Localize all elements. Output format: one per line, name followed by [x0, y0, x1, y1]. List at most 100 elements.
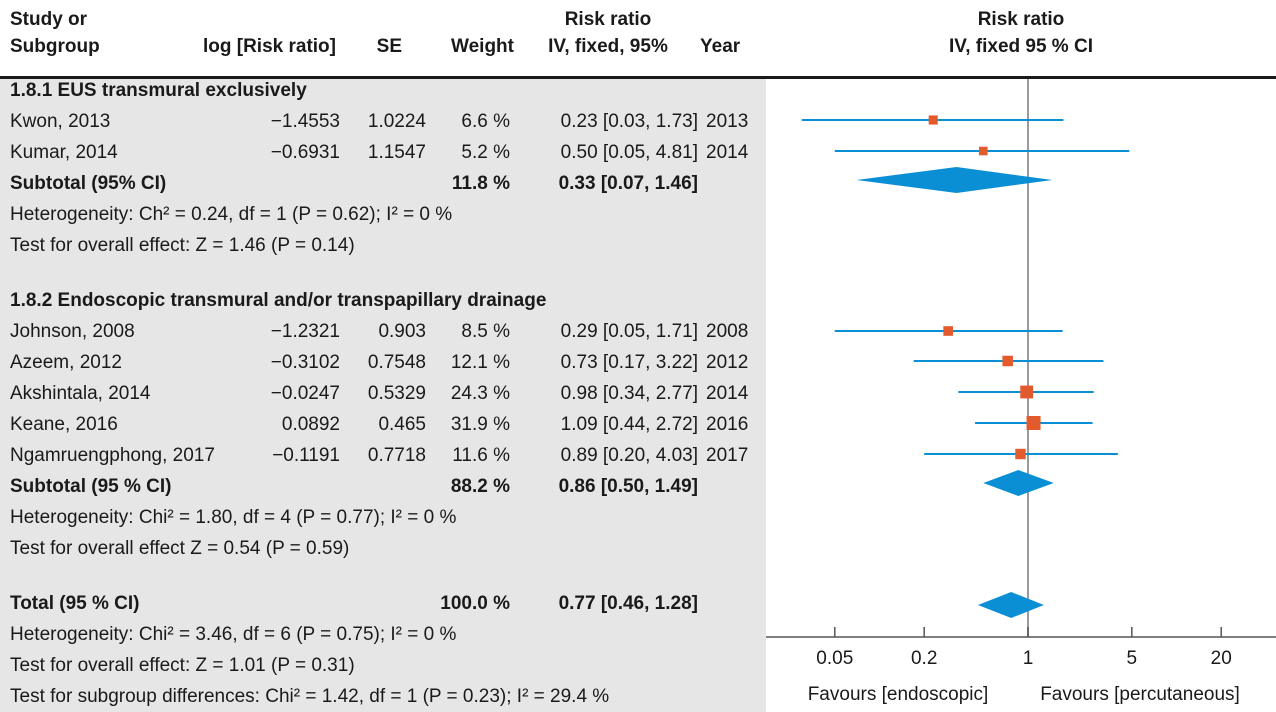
table-row: Johnson, 2008 −1.2321 0.903 8.5 % 0.29 […	[0, 316, 766, 347]
subtotal-weight: 11.8 %	[451, 173, 510, 194]
study-ci: 0.89 [0.20, 4.03]	[560, 445, 698, 466]
total-overall-effect-text: Test for overall effect: Z = 1.01 (P = 0…	[10, 655, 355, 676]
total-row: Total (95 % CI) 100.0 % 0.77 [0.46, 1.28…	[0, 588, 766, 619]
group-title: 1.8.1 EUS transmural exclusively	[0, 75, 766, 106]
forest-plot: 0.05 0.2 1 5 20 Favours [endoscopic] Favours […	[766, 79, 1276, 705]
subgroup-differences-text: Test for subgroup differences: Chi² = 1.…	[10, 686, 610, 707]
summary-diamond	[856, 167, 1053, 193]
effect-square	[1015, 448, 1026, 460]
study-ci: 0.23 [0.03, 1.73]	[560, 111, 698, 132]
header-rule	[0, 76, 1276, 79]
header-study-line2: Subgroup	[10, 36, 100, 57]
heterogeneity-text: Heterogeneity: Chi² = 1.80, df = 4 (P = …	[10, 507, 457, 528]
overall-effect-text: Test for overall effect: Z = 1.46 (P = 0…	[10, 235, 355, 256]
study-name: Azeem, 2012	[10, 352, 122, 373]
study-ci: 0.50 [0.05, 4.81]	[560, 142, 698, 163]
total-heterogeneity-text: Heterogeneity: Chi² = 3.46, df = 6 (P = …	[10, 624, 457, 645]
table-header: Study or Subgroup log [Risk ratio] SE We…	[0, 0, 1276, 82]
study-ci: 0.29 [0.05, 1.71]	[560, 321, 698, 342]
study-se: 0.903	[378, 321, 426, 342]
tick-label: 0.2	[911, 648, 937, 669]
group-title: 1.8.2 Endoscopic transmural and/or trans…	[0, 285, 766, 316]
favours-left-label: Favours [endoscopic]	[808, 684, 989, 705]
tick-label: 20	[1211, 648, 1232, 669]
header-se: SE	[376, 36, 402, 57]
table-row: Kumar, 2014 −0.6931 1.1547 5.2 % 0.50 [0…	[0, 137, 766, 168]
total-label: Total (95 % CI)	[10, 593, 140, 614]
study-se: 1.1547	[367, 142, 426, 163]
study-logrr: −0.1191	[272, 445, 340, 466]
study-weight: 24.3 %	[450, 383, 510, 404]
effect-square	[1002, 355, 1013, 367]
study-name: Akshintala, 2014	[10, 383, 151, 404]
total-weight: 100.0 %	[440, 593, 510, 614]
header-year: Year	[700, 36, 741, 57]
group-title-text: 1.8.1 EUS transmural exclusively	[10, 80, 307, 101]
table-row: Keane, 2016 0.0892 0.465 31.9 % 1.09 [0.…	[0, 409, 766, 440]
table-panel	[0, 79, 766, 712]
table-row: Kwon, 2013 −1.4553 1.0224 6.6 % 0.23 [0.…	[0, 106, 766, 137]
tick-label: 1	[1023, 648, 1034, 669]
header-plot-line2: IV, fixed 95 % CI	[949, 36, 1093, 57]
study-year: 2016	[706, 414, 749, 435]
study-weight: 12.1 %	[450, 352, 510, 373]
study-weight: 6.6 %	[461, 111, 510, 132]
study-se: 0.7548	[367, 352, 426, 373]
study-year: 2008	[706, 321, 749, 342]
effect-square	[978, 146, 988, 156]
effect-square	[943, 326, 953, 336]
study-se: 0.465	[378, 414, 426, 435]
table-row: Akshintala, 2014 −0.0247 0.5329 24.3 % 0…	[0, 378, 766, 409]
effect-square	[1020, 385, 1034, 399]
study-year: 2014	[706, 383, 749, 404]
overall-effect-text: Test for overall effect Z = 0.54 (P = 0.…	[10, 538, 350, 559]
effect-square	[928, 115, 938, 125]
subtotal-ci: 0.33 [0.07, 1.46]	[558, 173, 698, 194]
total-ci: 0.77 [0.46, 1.28]	[558, 593, 698, 614]
subtotal-label: Subtotal (95% CI)	[10, 173, 167, 194]
subtotal-label: Subtotal (95 % CI)	[10, 476, 172, 497]
subtotal-ci: 0.86 [0.50, 1.49]	[558, 476, 698, 497]
study-name: Kumar, 2014	[10, 142, 118, 163]
study-ci: 1.09 [0.44, 2.72]	[560, 414, 698, 435]
study-logrr: −0.6931	[270, 142, 340, 163]
study-se: 0.7718	[367, 445, 426, 466]
study-year: 2017	[706, 445, 749, 466]
study-name: Ngamruengphong, 2017	[10, 445, 215, 466]
study-name: Keane, 2016	[10, 414, 118, 435]
study-logrr: −1.4553	[270, 111, 340, 132]
study-weight: 31.9 %	[450, 414, 510, 435]
study-logrr: 0.0892	[281, 414, 340, 435]
study-year: 2012	[706, 352, 749, 373]
study-year: 2013	[706, 111, 749, 132]
subtotal-weight: 88.2 %	[450, 476, 510, 497]
study-weight: 8.5 %	[461, 321, 510, 342]
summary-diamond	[977, 592, 1044, 618]
study-year: 2014	[706, 142, 749, 163]
study-weight: 5.2 %	[461, 142, 510, 163]
tick-label: 0.05	[816, 648, 853, 669]
study-name: Kwon, 2013	[10, 111, 111, 132]
favours-right-label: Favours [percutaneous]	[1040, 684, 1240, 705]
study-se: 1.0224	[367, 111, 426, 132]
tick-label: 5	[1127, 648, 1138, 669]
study-se: 0.5329	[367, 383, 426, 404]
subtotal-row: Subtotal (95% CI) 11.8 % 0.33 [0.07, 1.4…	[0, 168, 766, 199]
header-weight: Weight	[451, 36, 514, 57]
study-ci: 0.98 [0.34, 2.77]	[560, 383, 698, 404]
subtotal-row: Subtotal (95 % CI) 88.2 % 0.86 [0.50, 1.…	[0, 471, 766, 502]
effect-square	[1026, 416, 1041, 430]
header-rr-line2: IV, fixed, 95%	[548, 36, 668, 57]
table-row: Ngamruengphong, 2017 −0.1191 0.7718 11.6…	[0, 440, 766, 471]
study-ci: 0.73 [0.17, 3.22]	[560, 352, 698, 373]
study-logrr: −0.3102	[270, 352, 340, 373]
study-name: Johnson, 2008	[10, 321, 135, 342]
header-plot-line1: Risk ratio	[977, 9, 1065, 30]
group-title-text: 1.8.2 Endoscopic transmural and/or trans…	[10, 290, 547, 311]
header-logrr: log [Risk ratio]	[202, 36, 336, 57]
summary-diamond	[983, 470, 1054, 496]
study-logrr: −1.2321	[270, 321, 340, 342]
study-logrr: −0.0247	[270, 383, 340, 404]
study-weight: 11.6 %	[452, 445, 510, 466]
header-study-line1: Study or	[10, 9, 88, 30]
